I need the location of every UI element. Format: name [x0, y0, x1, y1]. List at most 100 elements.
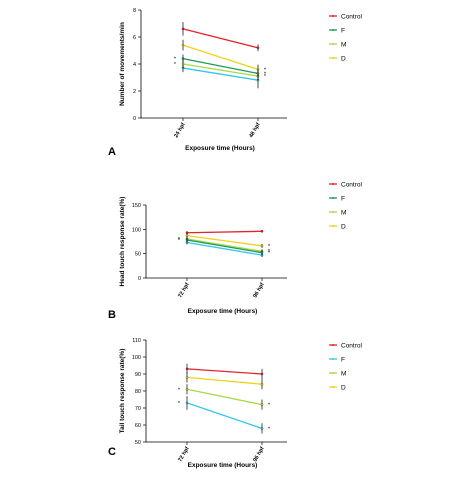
series-f-point: [260, 427, 264, 430]
significance-asterisk: *: [268, 249, 271, 255]
x-tick-label: 24 hpf: [173, 122, 186, 139]
series-control-line: [186, 230, 263, 234]
significance-asterisk: *: [178, 237, 181, 243]
series-d-line: [186, 376, 263, 385]
legend-label: Control: [341, 181, 363, 188]
x-axis-label: Exposure time (Hours): [188, 462, 258, 469]
legend-marker: [332, 211, 334, 213]
y-tick-label: 80: [135, 389, 141, 395]
series-f-line: [186, 402, 263, 430]
legend-marker: [332, 372, 334, 374]
unlabeled-series-0-line: [182, 67, 259, 81]
legend-marker: [332, 43, 334, 45]
y-tick-label: 90: [135, 372, 141, 378]
legend-marker: [332, 358, 334, 360]
legend-label: D: [341, 223, 346, 230]
unlabeled-series-0-line: [186, 241, 263, 256]
x-axis-label: Exposure time (Hours): [188, 308, 258, 315]
significance-asterisk: *: [178, 401, 181, 407]
series-f-point: [185, 238, 189, 242]
legend-marker: [332, 57, 334, 59]
series-d-point: [260, 244, 264, 248]
chart-panel-B: 0 50 100 150 72 hpf 96 hpf Exposure time (Hour…: [108, 181, 363, 321]
legend-marker: [332, 197, 334, 199]
series-m-point: [260, 403, 264, 406]
significance-asterisk: *: [178, 238, 181, 244]
y-tick-label: 8: [133, 8, 136, 14]
series-control-line: [182, 28, 259, 49]
significance-asterisk: *: [174, 57, 177, 63]
legend-label: M: [341, 41, 346, 48]
x-tick-label: 72 hpf: [177, 446, 190, 463]
y-tick-label: 100: [132, 355, 141, 361]
series-m-point: [181, 62, 185, 66]
legend-marker: [332, 29, 334, 31]
legend-marker: [332, 183, 334, 185]
legend-label: D: [341, 55, 346, 62]
y-tick-label: 50: [135, 440, 141, 446]
significance-asterisk: *: [264, 71, 267, 77]
y-tick-label: 0: [138, 276, 141, 282]
y-tick-label: 60: [135, 423, 141, 429]
series-control-point: [256, 46, 260, 50]
y-tick-label: 70: [135, 406, 141, 412]
panel-letter: B: [108, 309, 116, 321]
y-tick-label: 2: [133, 89, 136, 95]
panel-letter: C: [108, 446, 116, 458]
legend-marker: [332, 386, 334, 388]
y-tick-label: 0: [133, 116, 136, 122]
series-d-point: [260, 382, 264, 386]
significance-asterisk: *: [174, 62, 177, 68]
y-axis-label: Tail touch response rate(%): [119, 349, 126, 434]
y-tick-label: 4: [133, 62, 136, 68]
significance-asterisk: *: [264, 74, 267, 80]
series-control-point: [260, 372, 264, 376]
significance-asterisk: *: [268, 403, 271, 409]
legend-label: F: [341, 195, 345, 202]
series-d-point: [185, 234, 189, 237]
series-m-line: [186, 238, 263, 252]
x-tick-label: 96 hpf: [252, 446, 265, 463]
y-tick-label: 110: [132, 338, 141, 344]
series-d-line: [186, 235, 263, 247]
legend-label: Control: [341, 13, 363, 20]
y-tick-label: 100: [132, 227, 141, 233]
y-tick-label: 50: [135, 252, 141, 258]
legend-label: M: [341, 209, 346, 216]
x-axis-label: Exposure time (Hours): [185, 145, 255, 152]
series-control-point: [181, 27, 185, 31]
series-f-point: [260, 251, 264, 254]
series-d-point: [185, 376, 189, 379]
series-m-line: [182, 63, 259, 77]
series-control-line: [186, 368, 263, 375]
series-control-point: [185, 367, 189, 371]
y-tick-label: 150: [132, 203, 141, 209]
x-tick-label: 96 hpf: [252, 282, 265, 299]
series-d-line: [182, 44, 259, 71]
x-tick-label: 48 hpf: [248, 122, 261, 139]
panel-letter: A: [108, 146, 116, 158]
series-d-point: [181, 43, 185, 47]
legend-label: M: [341, 370, 346, 377]
legend-label: Control: [341, 342, 363, 349]
series-control-point: [260, 230, 264, 233]
legend-marker: [332, 225, 334, 227]
series-f-line: [182, 57, 259, 75]
significance-asterisk: *: [268, 244, 271, 250]
series-m-line: [186, 388, 263, 406]
series-f-point: [256, 72, 260, 75]
series-f-line: [186, 239, 263, 254]
legend-marker: [332, 344, 334, 346]
y-axis-label: Number of movements/min: [119, 22, 126, 106]
x-tick-label: 72 hpf: [177, 282, 190, 299]
series-m-point: [185, 388, 189, 391]
legend-label: F: [341, 27, 345, 34]
legend-label: F: [341, 356, 345, 363]
chart-panel-A: 0 2 4 6 8 24 hpf 48 hpf Exposure time (Hours) Nu…: [108, 8, 363, 158]
significance-asterisk: *: [268, 426, 271, 432]
significance-asterisk: *: [268, 251, 271, 257]
y-axis-label: Head touch response rate(%): [119, 197, 126, 287]
series-f-point: [181, 57, 185, 60]
legend-marker: [332, 15, 334, 17]
